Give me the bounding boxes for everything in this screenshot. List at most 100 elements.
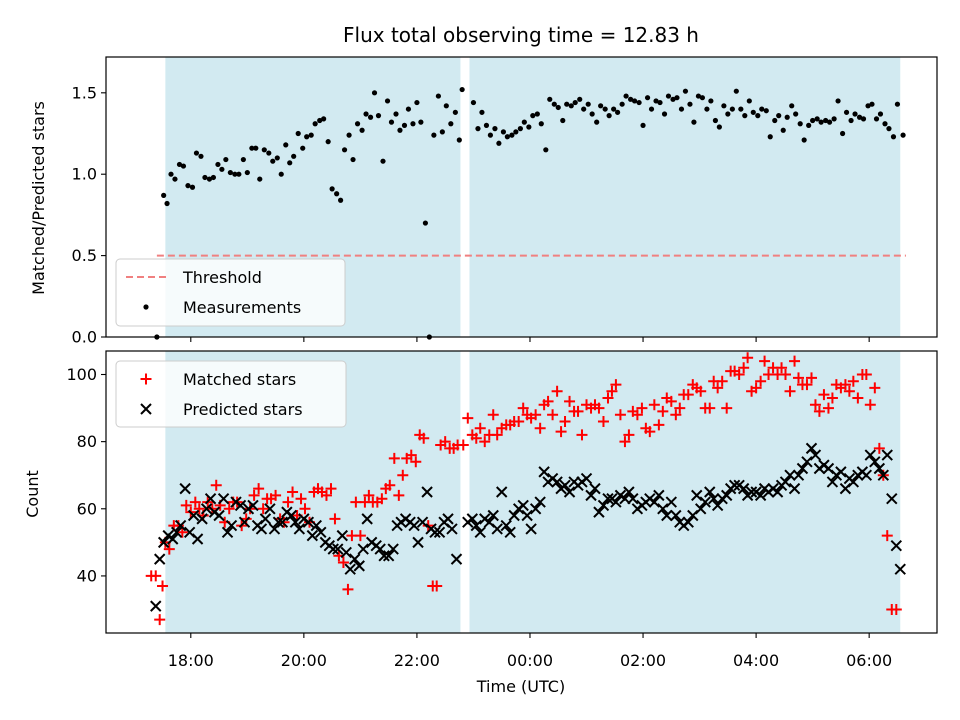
matched-star-point [822, 402, 834, 414]
matched-star-point [270, 489, 282, 501]
predicted-star-point [525, 523, 537, 535]
predicted-star-point [653, 489, 665, 502]
predicted-star-point [361, 513, 373, 525]
predicted-star-point [826, 476, 839, 488]
legend-matched-label: Matched stars [183, 370, 296, 389]
predicted-star-point [869, 456, 881, 468]
measurement-point [733, 88, 739, 94]
measurement-point [350, 156, 356, 163]
matched-star-point [576, 429, 588, 441]
measurement-point [483, 122, 490, 128]
matched-star-point [670, 409, 682, 421]
matched-star-point [517, 402, 529, 414]
matched-star-point [479, 436, 491, 448]
matched-star-point [606, 385, 618, 397]
predicted-star-point [340, 546, 352, 559]
matched-star-point [813, 405, 825, 417]
predicted-star-point [247, 499, 259, 512]
measurement-point [172, 176, 178, 182]
matched-star-point [157, 580, 169, 592]
measurement-point [644, 95, 651, 101]
predicted-star-point [302, 516, 315, 528]
measurement-point [648, 106, 655, 112]
predicted-star-point [788, 482, 801, 495]
measurement-point [304, 134, 310, 140]
predicted-star-point [491, 523, 503, 535]
measurement-point [594, 119, 600, 125]
measurement-point [742, 113, 748, 119]
measurement-point [439, 129, 445, 135]
measurement-point [215, 161, 221, 168]
legend-measurements-label: Measurements [183, 298, 301, 317]
predicted-star-point [382, 550, 395, 562]
measurement-point [334, 191, 340, 197]
predicted-star-point [551, 476, 563, 488]
measurement-point [826, 119, 833, 125]
measurement-point [274, 155, 280, 161]
x-tick-label: 04:00 [733, 651, 779, 670]
matched-star-point [210, 479, 222, 491]
measurement-point [568, 103, 574, 109]
matched-star-point [397, 469, 409, 481]
predicted-star-point [213, 509, 225, 522]
measurement-point [602, 106, 608, 112]
matched-star-point [282, 496, 294, 508]
measurement-point [631, 98, 638, 104]
matched-star-point [784, 385, 796, 397]
x-axis-label: Time (UTC) [476, 677, 565, 696]
measurement-point [708, 98, 714, 104]
measurement-point [699, 95, 705, 101]
measurement-point [814, 116, 820, 122]
predicted-star-point [623, 486, 635, 498]
matched-star-point [462, 412, 474, 424]
measurement-point [776, 113, 782, 119]
matched-star-point [457, 439, 469, 451]
matched-star-point [376, 493, 388, 505]
measurement-point [249, 145, 255, 151]
measurement-point [414, 99, 420, 106]
predicted-star-point [657, 503, 669, 515]
measurement-point [810, 117, 816, 124]
matched-star-point [189, 496, 201, 508]
legends: Threshold Measurements Matched stars Predic… [115, 258, 347, 428]
measurement-point [363, 111, 369, 117]
measurement-point [189, 184, 196, 190]
observing-window-2-2 [469, 351, 901, 633]
predicted-star-point [890, 540, 903, 552]
measurement-point [418, 119, 424, 125]
measurement-point [257, 176, 263, 182]
measurement-point [801, 137, 807, 143]
predicted-star-point [801, 456, 813, 468]
predicted-star-point [694, 503, 707, 515]
matched-star-point [363, 489, 375, 501]
matched-star-point [793, 372, 804, 384]
measurement-point [589, 111, 595, 117]
measurement-point [435, 93, 441, 99]
matched-star-point [418, 432, 430, 444]
measurement-point [354, 121, 361, 127]
legend-ratio: Threshold Measurements [115, 258, 346, 327]
matched-star-point [278, 516, 290, 528]
measurement-point [401, 122, 408, 128]
measurement-point [431, 132, 437, 138]
measurement-point [750, 109, 756, 115]
predicted-star-point [412, 536, 424, 549]
matched-star-point [329, 513, 341, 525]
matched-star-point [712, 382, 724, 394]
y-tick-label: 1.0 [72, 165, 97, 184]
measurement-point [823, 117, 829, 124]
predicted-star-point [196, 513, 208, 525]
matched-star-point [695, 385, 707, 397]
predicted-star-point [276, 516, 289, 528]
measurement-point [380, 158, 386, 164]
predicted-star-point [563, 486, 576, 498]
matched-star-point [733, 369, 745, 380]
predicted-star-point [150, 600, 162, 612]
matched-star-point [470, 432, 482, 444]
measurement-point [873, 116, 880, 122]
predicted-star-point [894, 563, 906, 575]
matched-star-point [474, 422, 486, 434]
measurement-point [628, 96, 634, 102]
predicted-star-point [648, 496, 661, 508]
measurement-point [341, 147, 348, 153]
